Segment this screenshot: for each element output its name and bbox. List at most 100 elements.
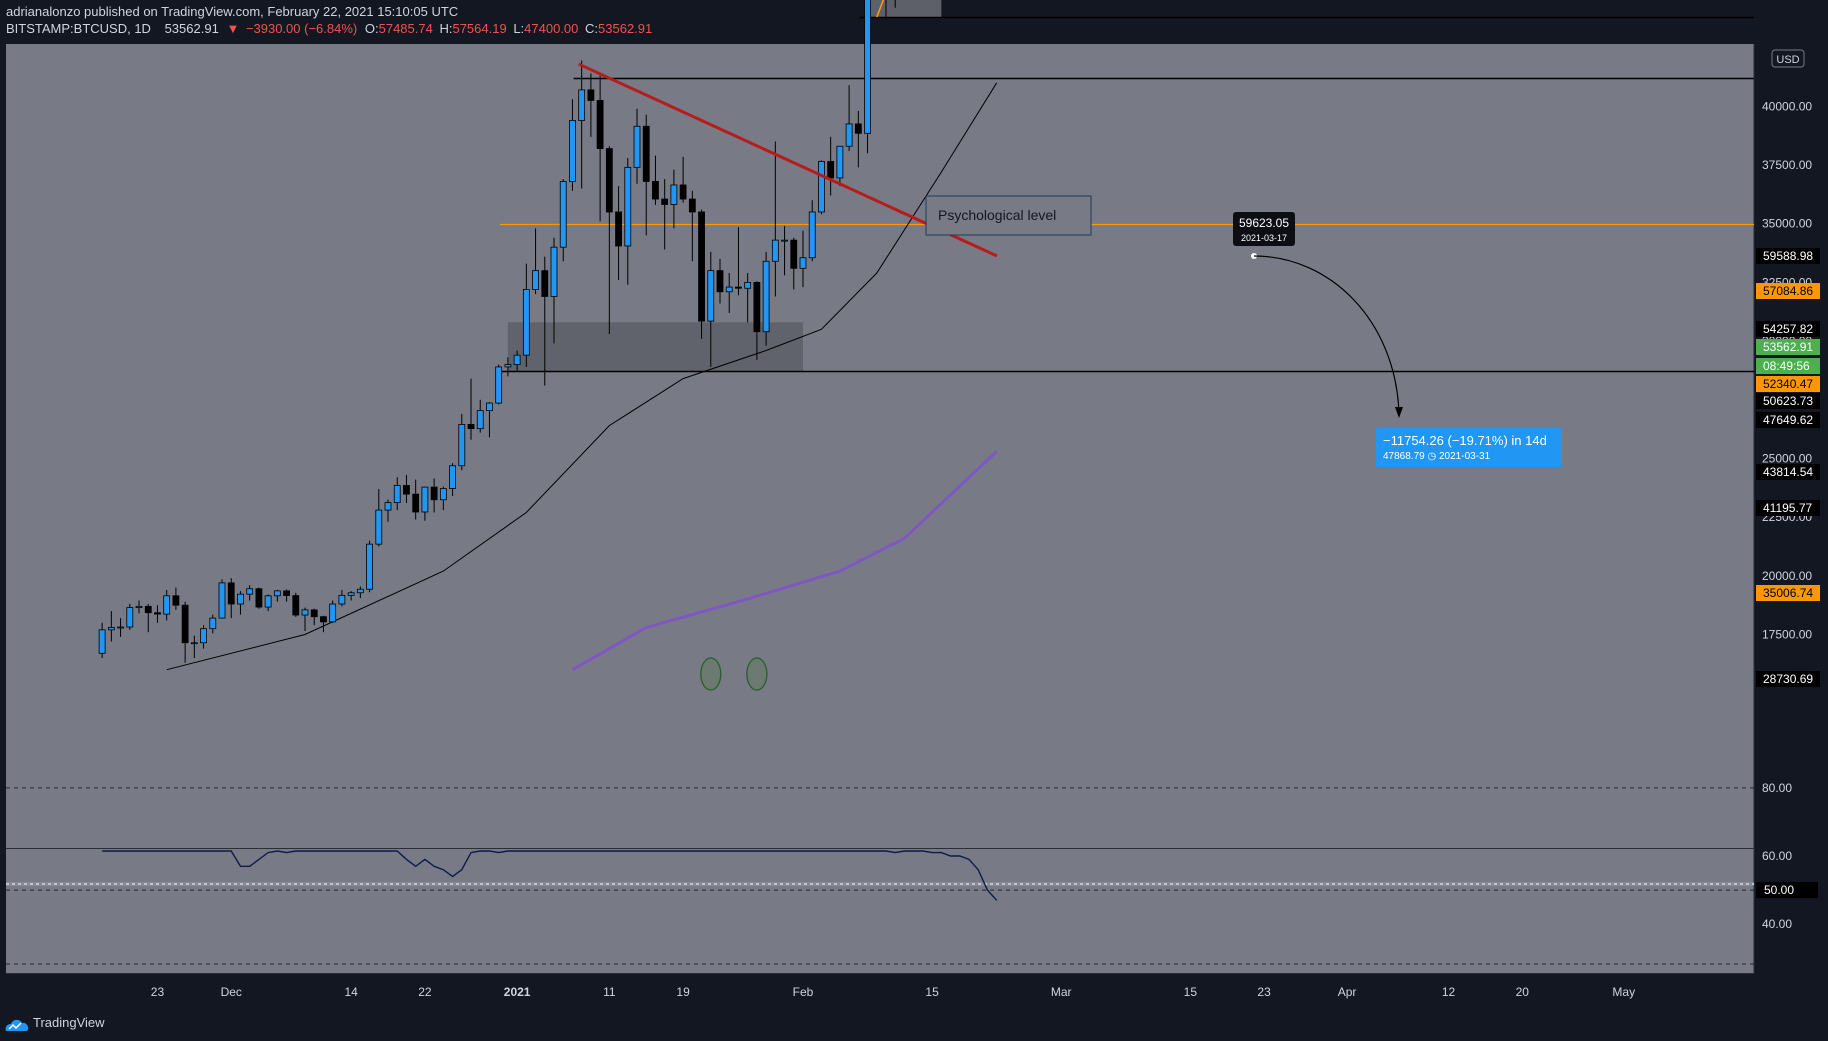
candle-body	[126, 607, 134, 628]
arrow-head-icon	[1395, 407, 1403, 418]
open-value: 57485.74	[379, 21, 433, 36]
candle-body	[218, 582, 226, 619]
candle-body	[393, 485, 401, 503]
price-range-measure[interactable]	[1376, 428, 1562, 467]
change: −3930.00 (−6.84%)	[246, 21, 357, 36]
candle-body	[237, 593, 244, 605]
candle-body	[320, 616, 327, 623]
price-label-bg	[1756, 393, 1820, 409]
price-tick-label: 25000.00	[1762, 451, 1812, 465]
candle-body	[661, 198, 669, 205]
time-tick-label: May	[1612, 985, 1635, 999]
double-bottom-marker	[746, 657, 768, 691]
price-tick-label: 37500.00	[1762, 158, 1812, 172]
close-label: C:	[585, 21, 598, 36]
candle-body	[135, 605, 143, 608]
candle-body	[725, 286, 733, 293]
price-callout[interactable]	[1233, 212, 1295, 246]
rsi-tick-label: 80.00	[1762, 781, 1792, 795]
candle-body	[476, 410, 484, 430]
time-tick-label: Dec	[221, 985, 242, 999]
candle-body	[301, 609, 309, 616]
price-label-bg	[1756, 376, 1820, 392]
candle-body	[864, 0, 871, 134]
candle-body	[467, 424, 475, 430]
candle-body	[163, 595, 171, 615]
footer-brand[interactable]: TradingView	[33, 1015, 105, 1030]
price-label: 54257.82	[1763, 322, 1813, 336]
callout-date: 2021-03-17	[1241, 233, 1287, 243]
candle-body	[449, 465, 456, 489]
candle-body	[283, 590, 290, 596]
rsi-band	[6, 882, 1754, 886]
price-tick-label: 17500.00	[1762, 628, 1812, 642]
candle-body	[486, 402, 493, 411]
candle-body	[329, 603, 337, 623]
candle-body	[190, 642, 198, 645]
time-tick-label: 2021	[504, 985, 531, 999]
candle-body	[375, 509, 383, 545]
candle-body	[98, 629, 106, 654]
measure-main: −11754.26 (−19.71%) in 14d	[1383, 433, 1547, 448]
candle-body	[827, 161, 835, 179]
rsi-marked-label: 50.00	[1764, 883, 1794, 897]
price-label: 28730.69	[1763, 672, 1813, 686]
candle-body	[458, 424, 466, 467]
candle-body	[605, 148, 613, 213]
currency-label: USD	[1776, 54, 1799, 66]
candle-body	[845, 123, 853, 147]
candle-body	[541, 270, 549, 297]
candle-body	[522, 289, 530, 356]
candle-body	[587, 89, 595, 101]
price-label: 41195.77	[1763, 501, 1812, 515]
currency-badge[interactable]	[1771, 49, 1805, 68]
ema-200-line	[571, 450, 998, 672]
time-tick-label: 23	[1257, 985, 1271, 999]
candle-body	[209, 617, 217, 630]
time-tick-label: 19	[676, 985, 690, 999]
candle-body	[532, 270, 539, 290]
candle-body	[753, 281, 761, 333]
candle-body	[688, 198, 696, 213]
price-label-bg	[1756, 671, 1820, 687]
price-label: 52340.47	[1763, 377, 1813, 391]
price-label-bg	[1756, 585, 1820, 601]
time-tick-label: Feb	[793, 985, 814, 999]
candle-body	[762, 260, 770, 333]
candle-body	[735, 286, 742, 289]
candle-body	[403, 485, 410, 495]
candle-body	[347, 592, 355, 596]
price-label: 35006.74	[1763, 586, 1813, 600]
candle-body	[799, 257, 807, 269]
price-label: 53562.91	[1763, 340, 1813, 354]
price-label: 57084.86	[1763, 284, 1813, 298]
candle-body	[412, 493, 420, 513]
candle-body	[624, 166, 632, 247]
candle-body	[310, 609, 318, 618]
last-price: 53562.91	[165, 21, 219, 36]
rsi-tick-label: 40.00	[1762, 917, 1792, 931]
demand-zone	[867, 0, 942, 18]
time-tick-label: 20	[1516, 985, 1530, 999]
price-labels: 59588.98 57084.86 54257.82 53562.91 08:49:56…	[1756, 248, 1820, 687]
time-tick-label: 14	[344, 985, 358, 999]
ohlc-header: BITSTAMP:BTCUSD, 1D 53562.91 ▼ −3930.00 …	[6, 21, 652, 36]
candle-body	[836, 145, 844, 179]
tradingview-logo-icon[interactable]	[5, 1019, 29, 1031]
low-value: 47400.00	[524, 21, 578, 36]
projection-arrow	[1253, 255, 1400, 413]
candle-body	[504, 364, 512, 368]
close-value: 53562.91	[598, 21, 652, 36]
psychological-level-box[interactable]	[925, 195, 1092, 236]
double-bottom-marker	[700, 657, 722, 691]
candle-body	[144, 605, 152, 614]
candles-layer	[98, 0, 896, 663]
candle-body	[246, 588, 254, 595]
candle-body	[707, 270, 715, 322]
psychological-level-label: Psychological level	[938, 207, 1056, 223]
high-value: 57564.19	[452, 21, 506, 36]
time-tick-label: 22	[418, 985, 432, 999]
rsi-pane[interactable]	[6, 849, 1754, 973]
time-tick-label: Apr	[1338, 985, 1357, 999]
